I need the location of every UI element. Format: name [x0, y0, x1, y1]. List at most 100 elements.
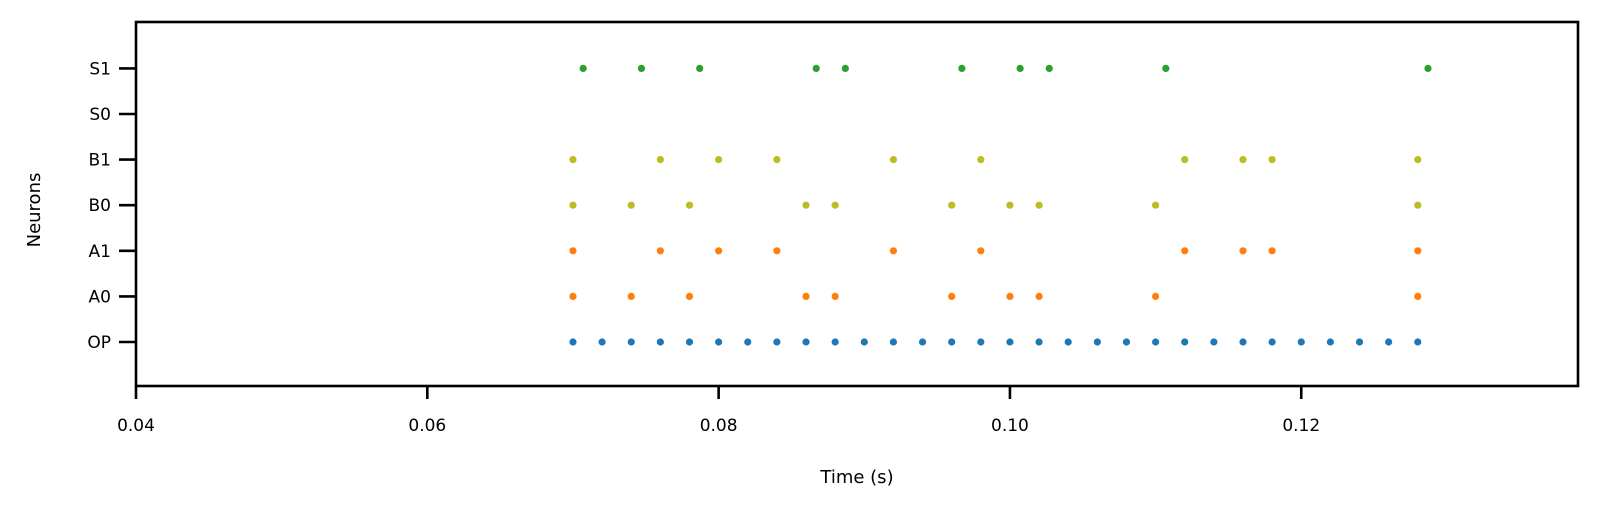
- spike-point-a1: [715, 247, 723, 255]
- spike-point-op: [598, 338, 606, 346]
- spike-point-b1: [1181, 156, 1189, 164]
- spike-point-a0: [1006, 292, 1014, 300]
- spike-point-op: [1035, 338, 1043, 346]
- spike-point-a1: [977, 247, 985, 255]
- spike-point-a1: [1414, 247, 1422, 255]
- spike-point-a1: [1268, 247, 1276, 255]
- spike-point-s1: [1016, 64, 1024, 72]
- spike-point-s1: [812, 64, 820, 72]
- spike-point-op: [685, 338, 694, 346]
- x-axis: 0.04 0.06 0.08 0.10 0.12: [117, 386, 1320, 436]
- spike-point-b1: [656, 156, 664, 164]
- spike-point-op: [1268, 338, 1276, 346]
- spike-point-s1: [1162, 64, 1170, 72]
- spike-point-a0: [831, 292, 839, 300]
- x-tick-label: 0.08: [700, 416, 738, 436]
- spike-point-b0: [627, 201, 635, 209]
- spike-point-a1: [1181, 247, 1189, 255]
- spike-point-b0: [1414, 201, 1422, 209]
- y-tick-label-op: OP: [87, 333, 111, 353]
- spike-point-b1: [889, 156, 898, 164]
- spike-point-a0: [569, 292, 577, 300]
- spike-point-op: [1414, 338, 1422, 346]
- spike-point-b1: [1239, 156, 1247, 164]
- spike-point-a1: [889, 247, 898, 255]
- spike-point-a0: [1151, 292, 1160, 300]
- spike-point-op: [1297, 338, 1305, 346]
- spike-point-op: [802, 338, 810, 346]
- x-tick-label: 0.04: [117, 416, 155, 436]
- x-tick-label: 0.10: [991, 416, 1029, 436]
- spike-point-op: [656, 338, 664, 346]
- spike-point-op: [1064, 338, 1072, 346]
- spike-point-b1: [569, 156, 577, 164]
- spike-point-op: [1181, 338, 1189, 346]
- y-tick-label-b1: B1: [89, 151, 111, 171]
- spike-point-b0: [1151, 201, 1160, 209]
- y-tick-label-s0: S0: [89, 105, 111, 125]
- spike-point-b1: [773, 156, 781, 164]
- spike-point-op: [860, 338, 868, 346]
- spike-point-b0: [831, 201, 839, 209]
- spike-point-op: [1210, 338, 1218, 346]
- spike-point-b0: [685, 201, 694, 209]
- spike-point-s1: [637, 64, 646, 72]
- spike-point-op: [715, 338, 723, 346]
- spike-point-op: [1385, 338, 1393, 346]
- x-axis-label: Time (s): [819, 467, 893, 488]
- spike-point-a0: [802, 292, 810, 300]
- y-tick-label-b0: B0: [89, 196, 111, 216]
- spike-point-a0: [1414, 292, 1422, 300]
- spike-point-s1: [1424, 64, 1432, 72]
- spike-point-op: [948, 338, 956, 346]
- x-tick-label: 0.12: [1282, 416, 1320, 436]
- spike-point-b0: [802, 201, 810, 209]
- spike-point-s1: [958, 64, 966, 72]
- spike-point-op: [773, 338, 781, 346]
- spike-point-b0: [569, 201, 577, 209]
- spike-point-s1: [1045, 64, 1053, 72]
- spike-point-b0: [1006, 201, 1014, 209]
- spike-point-op: [1151, 338, 1160, 346]
- spike-point-b1: [977, 156, 985, 164]
- spike-point-op: [1326, 338, 1334, 346]
- spike-point-a1: [656, 247, 664, 255]
- y-axis: OP A0 A1 B0 B1 S0 S1: [87, 59, 136, 353]
- plot-frame: [134, 20, 1580, 388]
- x-tick-label: 0.06: [408, 416, 446, 436]
- spike-point-op: [1355, 338, 1364, 346]
- spike-point-s1: [579, 64, 587, 72]
- spike-point-op: [569, 338, 577, 346]
- spike-point-op: [1093, 338, 1101, 346]
- spike-point-op: [1006, 338, 1014, 346]
- y-tick-label-a0: A0: [89, 287, 111, 307]
- spike-point-op: [1122, 338, 1131, 346]
- spike-point-b0: [948, 201, 956, 209]
- plot-area: [134, 20, 1580, 388]
- y-tick-label-s1: S1: [89, 59, 111, 79]
- spike-point-op: [1239, 338, 1247, 346]
- spike-markers: [569, 64, 1432, 346]
- spike-point-a0: [948, 292, 956, 300]
- spike-point-op: [744, 338, 752, 346]
- spike-point-a1: [569, 247, 577, 255]
- spike-point-s1: [841, 64, 849, 72]
- spike-point-op: [831, 338, 839, 346]
- spike-point-op: [627, 338, 635, 346]
- spike-point-a0: [1035, 292, 1043, 300]
- spike-point-op: [977, 338, 985, 346]
- spike-point-a1: [773, 247, 781, 255]
- spike-point-a0: [627, 292, 635, 300]
- spike-point-b1: [1268, 156, 1276, 164]
- y-axis-label: Neurons: [24, 173, 45, 248]
- spike-point-b1: [1414, 156, 1422, 164]
- spike-point-op: [918, 338, 927, 346]
- spike-point-op: [889, 338, 898, 346]
- y-tick-label-a1: A1: [89, 242, 111, 262]
- spike-point-a0: [685, 292, 694, 300]
- spike-point-a1: [1239, 247, 1247, 255]
- spike-point-s1: [696, 64, 704, 72]
- spike-point-b1: [715, 156, 723, 164]
- spike-point-b0: [1035, 201, 1043, 209]
